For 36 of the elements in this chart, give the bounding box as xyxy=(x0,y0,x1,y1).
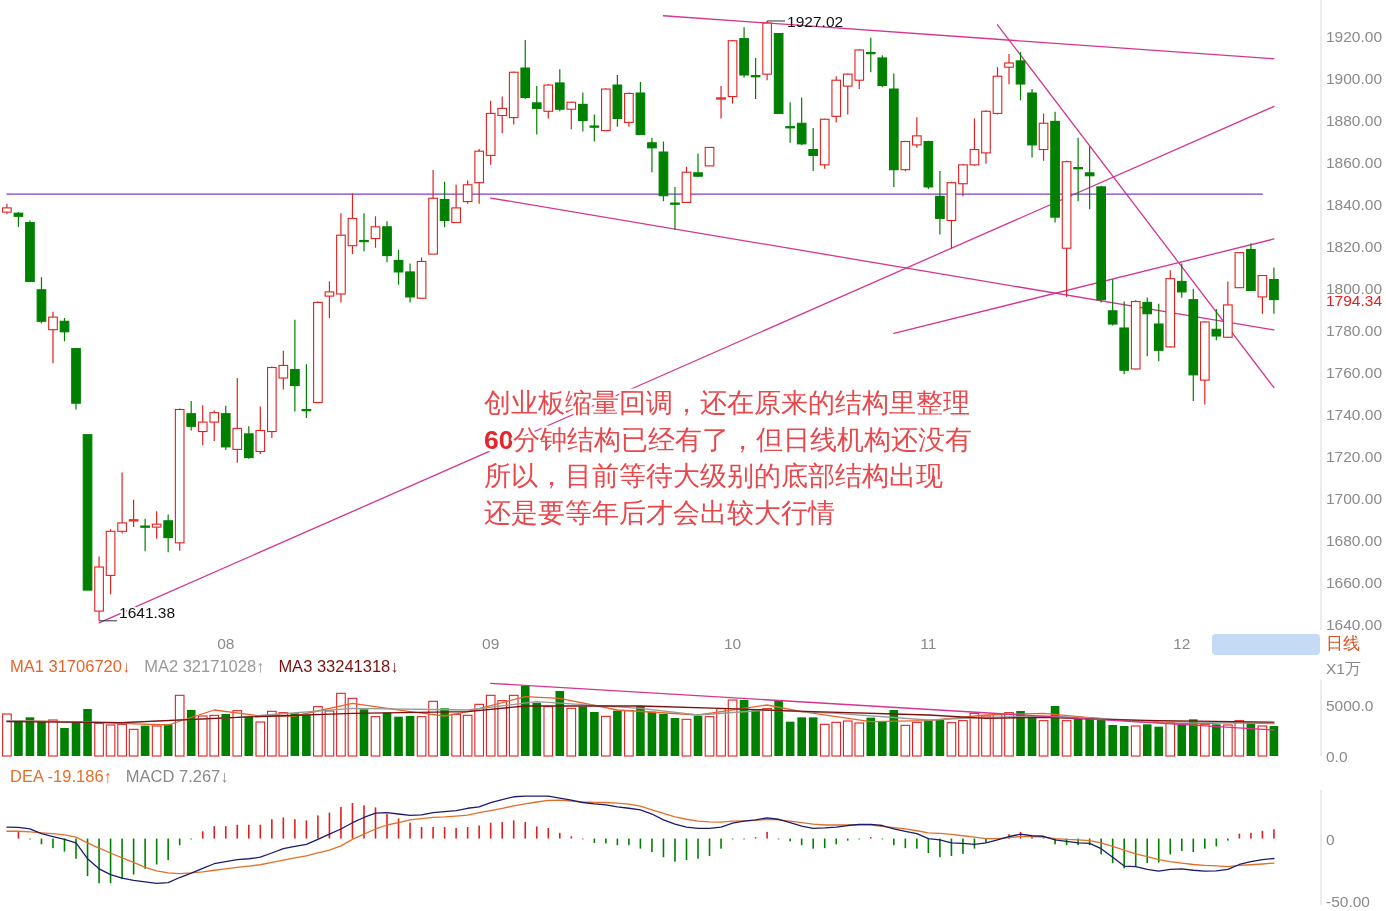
y-tick-label: 1780.00 xyxy=(1326,321,1383,339)
y-tick-label: 1860.00 xyxy=(1326,153,1383,171)
y-tick-label: 1880.00 xyxy=(1326,111,1383,129)
annotation: 所以，目前等待大级别的底部结构出现 xyxy=(484,461,943,491)
annotation: 1927.02 xyxy=(787,12,844,30)
y-axis-title: X1万 xyxy=(1326,659,1361,676)
y-tick-label: 0 xyxy=(1326,830,1335,848)
x-tick-label: 11 xyxy=(920,634,937,652)
text: DEA -19.186↑ xyxy=(10,767,112,785)
x-tick-label: 09 xyxy=(482,634,500,652)
text: MA3 33241318↓ xyxy=(278,656,399,675)
text: MA2 32171028↑ xyxy=(144,656,265,675)
y-tick-label: 1760.00 xyxy=(1326,363,1383,381)
y-tick-label: 1920.00 xyxy=(1326,27,1383,45)
y-tick-label: 1900.00 xyxy=(1326,69,1383,87)
y-tick-label: 1800.00 xyxy=(1326,279,1383,297)
y-tick-label: 5000.0 xyxy=(1326,696,1374,714)
y-tick-label: 1680.00 xyxy=(1326,531,1383,549)
y-tick-label: 1700.00 xyxy=(1326,489,1383,507)
y-tick-label: 1640.00 xyxy=(1326,615,1383,633)
text: 日线 xyxy=(1326,633,1360,653)
x-tick-label: 12 xyxy=(1173,634,1191,652)
text: MACD 7.267↓ xyxy=(125,767,229,785)
annotation: 还是要等年后才会出较大行情 xyxy=(484,497,835,528)
y-tick-label: 1720.00 xyxy=(1326,447,1383,465)
y-tick-label: 1660.00 xyxy=(1326,573,1383,591)
x-tick-label: 10 xyxy=(723,634,742,652)
text: MA1 31706720↓ xyxy=(10,656,131,675)
annotation: 60分钟结构已经有了，但日线机构还没有 xyxy=(484,424,973,455)
y-tick-label: -50.00 xyxy=(1326,892,1371,910)
y-tick-label: 0.0 xyxy=(1326,747,1348,765)
annotation: 1641.38 xyxy=(119,603,176,621)
y-tick-label: 1740.00 xyxy=(1326,405,1383,423)
y-tick-label: 1840.00 xyxy=(1326,195,1383,213)
y-tick-label: 1820.00 xyxy=(1326,237,1383,255)
x-tick-label: 08 xyxy=(217,634,235,652)
